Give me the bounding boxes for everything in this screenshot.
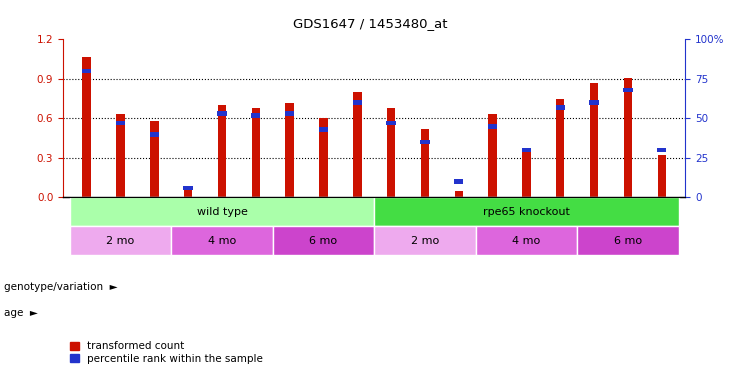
Text: GDS1647 / 1453480_at: GDS1647 / 1453480_at	[293, 17, 448, 30]
Bar	[454, 191, 463, 198]
Bar	[252, 108, 260, 198]
Bar	[624, 78, 632, 198]
Bar	[353, 92, 362, 198]
Bar	[421, 129, 429, 198]
Bar	[556, 99, 565, 198]
Bar	[116, 121, 125, 126]
Bar	[150, 121, 159, 198]
Text: 6 mo: 6 mo	[614, 236, 642, 246]
Bar	[116, 114, 124, 198]
Bar	[556, 105, 565, 110]
Bar	[387, 121, 396, 126]
Bar	[251, 113, 260, 118]
Bar	[150, 132, 159, 136]
Bar	[374, 226, 476, 255]
Bar	[522, 148, 531, 152]
Bar	[488, 114, 496, 198]
Bar	[657, 148, 666, 152]
Bar	[285, 103, 294, 198]
Bar	[285, 111, 294, 116]
Bar	[623, 88, 633, 92]
Bar	[420, 140, 430, 144]
Legend: transformed count, percentile rank within the sample: transformed count, percentile rank withi…	[68, 339, 265, 366]
Bar	[353, 100, 362, 105]
Bar	[171, 226, 273, 255]
Bar	[273, 226, 374, 255]
Bar	[657, 155, 666, 198]
Text: age  ►: age ►	[4, 308, 38, 318]
Text: 2 mo: 2 mo	[411, 236, 439, 246]
Text: wild type: wild type	[196, 207, 247, 217]
Bar	[70, 226, 171, 255]
Bar	[217, 111, 227, 116]
Bar	[374, 198, 679, 226]
Bar	[577, 226, 679, 255]
Text: 6 mo: 6 mo	[310, 236, 337, 246]
Text: 4 mo: 4 mo	[208, 236, 236, 246]
Text: genotype/variation  ►: genotype/variation ►	[4, 282, 117, 292]
Text: 2 mo: 2 mo	[107, 236, 135, 246]
Bar	[184, 190, 193, 198]
Bar	[184, 186, 193, 190]
Bar	[70, 198, 374, 226]
Bar	[82, 57, 91, 198]
Bar	[590, 83, 598, 198]
Bar	[589, 100, 599, 105]
Bar	[218, 105, 226, 198]
Bar	[82, 69, 91, 73]
Bar	[476, 226, 577, 255]
Bar	[319, 127, 328, 132]
Bar	[522, 149, 531, 198]
Text: 4 mo: 4 mo	[512, 236, 540, 246]
Bar	[454, 179, 463, 184]
Bar	[488, 124, 497, 129]
Bar	[387, 108, 396, 198]
Bar	[319, 118, 328, 198]
Text: rpe65 knockout: rpe65 knockout	[483, 207, 570, 217]
